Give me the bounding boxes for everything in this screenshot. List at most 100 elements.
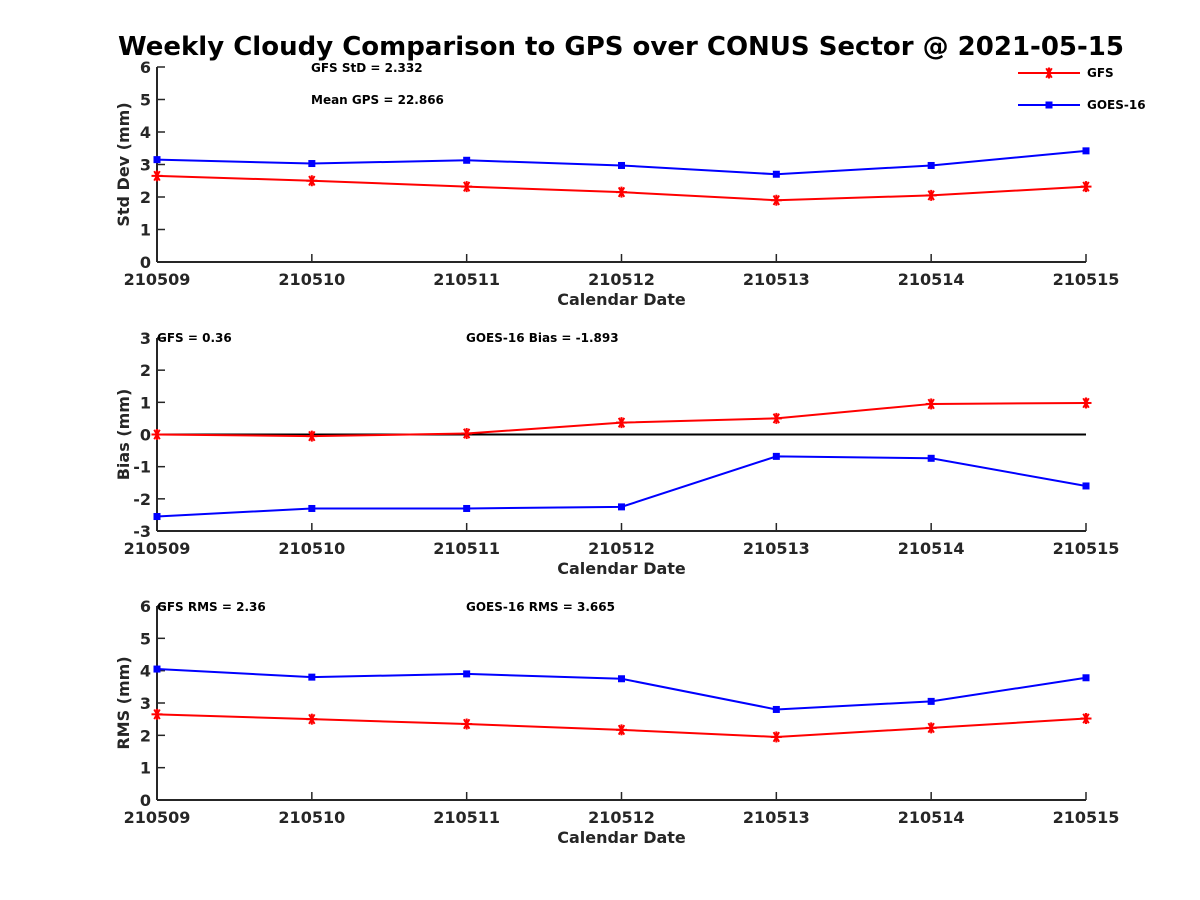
data-point-marker — [772, 705, 780, 713]
data-point-marker — [1082, 674, 1090, 682]
y-tick-label: 3 — [140, 329, 151, 348]
x-axis-label: Calendar Date — [557, 559, 686, 578]
data-point-marker — [925, 189, 937, 201]
data-point-marker — [1080, 397, 1092, 409]
data-point-marker — [151, 429, 163, 440]
y-tick-label: 0 — [140, 791, 151, 810]
x-tick-label: 210513 — [743, 270, 810, 289]
data-point-marker — [616, 186, 627, 198]
data-point-marker — [770, 731, 782, 743]
x-tick-label: 210511 — [433, 539, 500, 558]
legend-entry-goes-16: GOES-16 — [1018, 98, 1146, 112]
legend-marker — [1043, 67, 1055, 79]
data-point-marker — [461, 718, 473, 730]
data-point-marker — [927, 454, 935, 462]
x-tick-label: 210511 — [433, 270, 500, 289]
x-tick-label: 210515 — [1053, 539, 1120, 558]
figure-title: Weekly Cloudy Comparison to GPS over CON… — [118, 32, 1124, 62]
y-tick-label: 5 — [140, 629, 151, 648]
data-point-marker — [925, 722, 937, 734]
data-point-marker — [1080, 181, 1092, 193]
y-tick-label: 4 — [140, 123, 151, 142]
y-tick-label: 6 — [140, 597, 151, 616]
x-tick-label: 210509 — [124, 808, 191, 827]
data-point-marker — [461, 428, 473, 440]
data-point-marker — [306, 175, 318, 187]
data-point-marker — [461, 181, 473, 193]
annotation-text: GFS = 0.36 — [157, 331, 232, 345]
y-tick-label: -3 — [133, 522, 151, 541]
x-tick-label: 210515 — [1053, 808, 1120, 827]
data-point-marker — [770, 412, 782, 424]
x-tick-label: 210512 — [588, 539, 655, 558]
legend: GFS GOES-16 — [1018, 66, 1146, 112]
data-point-marker — [153, 513, 161, 521]
data-point-marker — [618, 503, 625, 511]
data-point-marker — [616, 724, 627, 736]
data-point-marker — [927, 161, 935, 169]
x-tick-label: 210511 — [433, 808, 500, 827]
y-tick-label: 5 — [140, 91, 151, 110]
x-tick-label: 210509 — [124, 539, 191, 558]
legend-entry-gfs: GFS — [1018, 66, 1114, 80]
legend-label: GFS — [1087, 66, 1114, 80]
data-point-marker — [616, 417, 627, 429]
data-point-marker — [1080, 713, 1092, 725]
data-point-marker — [151, 170, 163, 182]
y-tick-label: 0 — [140, 253, 151, 272]
subplot-3: 0 1 2 3 4 5 6 210509 210510 210511 210512 210513 210… — [114, 597, 1119, 847]
data-point-marker — [306, 430, 318, 442]
x-tick-label: 210512 — [588, 270, 655, 289]
data-point-marker — [463, 504, 471, 512]
y-tick-label: -2 — [133, 490, 151, 509]
x-tick-label: 210510 — [278, 270, 345, 289]
x-tick-label: 210514 — [898, 270, 965, 289]
y-tick-label: 6 — [140, 58, 151, 77]
y-tick-label: 3 — [140, 694, 151, 713]
data-point-marker — [153, 665, 161, 673]
x-tick-label: 210510 — [278, 808, 345, 827]
data-point-marker — [927, 697, 935, 705]
x-axis-label: Calendar Date — [557, 828, 686, 847]
y-tick-label: 2 — [140, 361, 151, 380]
y-tick-label: 1 — [140, 393, 151, 412]
y-tick-label: 0 — [140, 426, 151, 445]
y-tick-label: -1 — [133, 458, 151, 477]
data-point-marker — [772, 452, 780, 460]
annotation-text: Mean GPS = 22.866 — [311, 93, 444, 107]
data-point-marker — [1082, 482, 1090, 490]
x-tick-label: 210515 — [1053, 270, 1120, 289]
annotation-text: GOES-16 Bias = -1.893 — [466, 331, 619, 345]
series-gfs — [151, 708, 1092, 743]
annotation-text: GFS StD = 2.332 — [311, 61, 423, 75]
annotation-text: GOES-16 RMS = 3.665 — [466, 600, 615, 614]
data-point-marker — [306, 713, 318, 725]
x-tick-label: 210514 — [898, 539, 965, 558]
data-point-marker — [772, 170, 780, 178]
subplot-2: -3 -2 -1 0 1 2 3 210509 210510 210511 210512 210513… — [114, 329, 1119, 578]
y-tick-label: 2 — [140, 188, 151, 207]
x-tick-label: 210512 — [588, 808, 655, 827]
x-tick-label: 210513 — [743, 808, 810, 827]
y-axis-label: Bias (mm) — [114, 389, 133, 481]
y-tick-label: 3 — [140, 156, 151, 175]
data-point-marker — [925, 398, 937, 410]
series-goes-16 — [153, 147, 1090, 178]
subplot-1: 0 1 2 3 4 5 6 210509 210510 210511 210512 210513 210… — [114, 58, 1119, 309]
series-gfs — [151, 170, 1092, 206]
x-tick-label: 210509 — [124, 270, 191, 289]
data-point-marker — [308, 673, 316, 681]
data-point-marker — [308, 160, 316, 168]
data-point-marker — [463, 156, 471, 164]
y-axis-label: RMS (mm) — [114, 656, 133, 749]
data-point-marker — [618, 675, 625, 683]
y-tick-label: 1 — [140, 221, 151, 240]
x-tick-label: 210510 — [278, 539, 345, 558]
series-goes-16 — [153, 452, 1090, 521]
x-tick-label: 210514 — [898, 808, 965, 827]
y-tick-label: 2 — [140, 726, 151, 745]
data-point-marker — [463, 670, 471, 678]
